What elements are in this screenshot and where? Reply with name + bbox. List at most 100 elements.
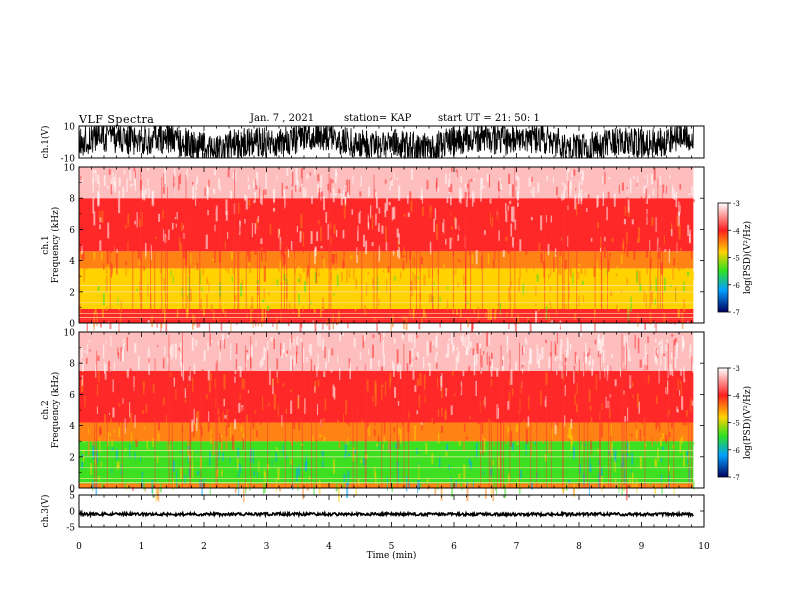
spectrum-speckle [590, 301, 593, 307]
spectrum-speckle [218, 178, 220, 189]
spectrum-speckle [429, 241, 432, 255]
spectrum-speckle [375, 213, 377, 226]
spectrum-speckle [555, 252, 557, 255]
colorbar-tick-label: -5 [733, 420, 740, 428]
spectrum-speckle [679, 184, 682, 190]
spectrum-speckle [148, 458, 151, 472]
spectrum-speckle [412, 271, 414, 286]
spectrum-speckle [588, 361, 591, 366]
spectrum-speckle [384, 381, 387, 397]
spectrum-speckle [597, 350, 600, 358]
spectrum-speckle [263, 347, 266, 360]
spectrum-speckle [588, 443, 590, 456]
spectrum-speckle [343, 302, 346, 309]
spectrum-speckle [142, 185, 144, 200]
spectrum-speckle [519, 469, 522, 480]
spectrum-speckle [324, 346, 326, 358]
spectrum-speckle [528, 378, 531, 394]
spectrum-speckle [350, 388, 352, 401]
spectrum-speckle [421, 195, 423, 204]
spectrum-speckle [610, 290, 613, 296]
spectrum-speckle [436, 362, 438, 369]
spectrum-speckle [555, 281, 557, 289]
spectrum-speckle [110, 184, 113, 195]
spectrum-speckle [469, 341, 472, 348]
spectrum-speckle [542, 268, 545, 279]
spectrum-speckle [631, 453, 634, 465]
spectrum-speckle [281, 415, 283, 427]
colorbar-tick-label: -7 [733, 309, 740, 317]
spectrum-speckle [318, 405, 321, 417]
spectrum-speckle [436, 377, 439, 388]
spectrum-speckle [310, 230, 313, 244]
spectrum-speckle [100, 485, 102, 490]
spectrum-speckle [304, 281, 307, 292]
spectrum-speckle [152, 462, 156, 476]
spectrum-speckle [101, 210, 104, 223]
spectrum-speckle [262, 299, 265, 303]
spectrum-speckle [215, 319, 217, 322]
spectrum-speckle [215, 205, 218, 222]
spectrum-speckle [99, 464, 101, 476]
spectrum-speckle [199, 479, 201, 488]
spectrum-speckle [302, 267, 305, 273]
spectrum-speckle [477, 371, 479, 377]
spectrum-speckle [134, 220, 136, 225]
y-tick-label: -10 [61, 155, 76, 165]
spectrum-speckle [589, 349, 591, 365]
spectrum-speckle [507, 426, 510, 433]
spectrum-speckle [179, 342, 182, 350]
spectrum-speckle [577, 208, 580, 220]
spectrum-speckle [494, 424, 497, 436]
spectrum-speckle [225, 435, 228, 451]
spectrum-speckle [528, 177, 531, 187]
spectrum-speckle [319, 390, 322, 396]
spectrum-speckle [176, 212, 178, 220]
spectrum-speckle [138, 192, 140, 196]
spectrum-speckle [363, 206, 366, 214]
spectrum-speckle [214, 248, 216, 263]
spectrum-speckle [551, 450, 554, 460]
spectrum-speckle [191, 419, 194, 432]
spectrum-speckle [666, 371, 668, 375]
spectrum-speckle [250, 252, 253, 262]
spectrum-speckle [655, 356, 658, 365]
spectrum-speckle [331, 348, 334, 356]
spectrum-speckle [376, 470, 378, 477]
spectrum-speckle [575, 355, 578, 363]
spectrum-speckle [397, 249, 399, 257]
spectrum-speckle [111, 460, 114, 464]
spectrum-speckle [205, 220, 208, 234]
spectrum-speckle [267, 274, 270, 283]
spectrum-speckle [361, 392, 363, 398]
spectrum-speckle [601, 176, 604, 184]
spectrum-speckle [253, 470, 255, 476]
spectrum-speckle [261, 195, 263, 206]
spectrum-speckle [564, 362, 566, 365]
spectrum-speckle [643, 186, 645, 194]
spectrum-speckle [113, 235, 116, 241]
spectrum-speckle [576, 460, 579, 468]
spectrum-speckle [535, 464, 537, 476]
spectrum-speckle [371, 242, 374, 247]
spectrum-speckle [387, 440, 390, 453]
spectrum-speckle [122, 217, 124, 233]
spectrum-speckle [266, 382, 268, 391]
spectrum-speckle [415, 414, 417, 422]
spectrum-speckle [288, 378, 290, 387]
spectrum-speckle [450, 299, 452, 304]
spectrogram-layer [79, 167, 695, 503]
spectrum-speckle [176, 468, 179, 471]
spectrum-speckle [127, 376, 129, 382]
spectrum-speckle [316, 231, 319, 242]
spectrum-speckle [666, 422, 668, 426]
spectrum-speckle [273, 338, 276, 350]
spectrum-speckle [437, 433, 440, 444]
spectrum-speckle [323, 436, 326, 442]
spectrum-speckle [587, 372, 590, 385]
spectrum-speckle [332, 259, 334, 265]
spectrum-speckle [136, 288, 138, 292]
spectrum-speckle [606, 206, 608, 221]
spectrum-speckle [124, 419, 127, 429]
